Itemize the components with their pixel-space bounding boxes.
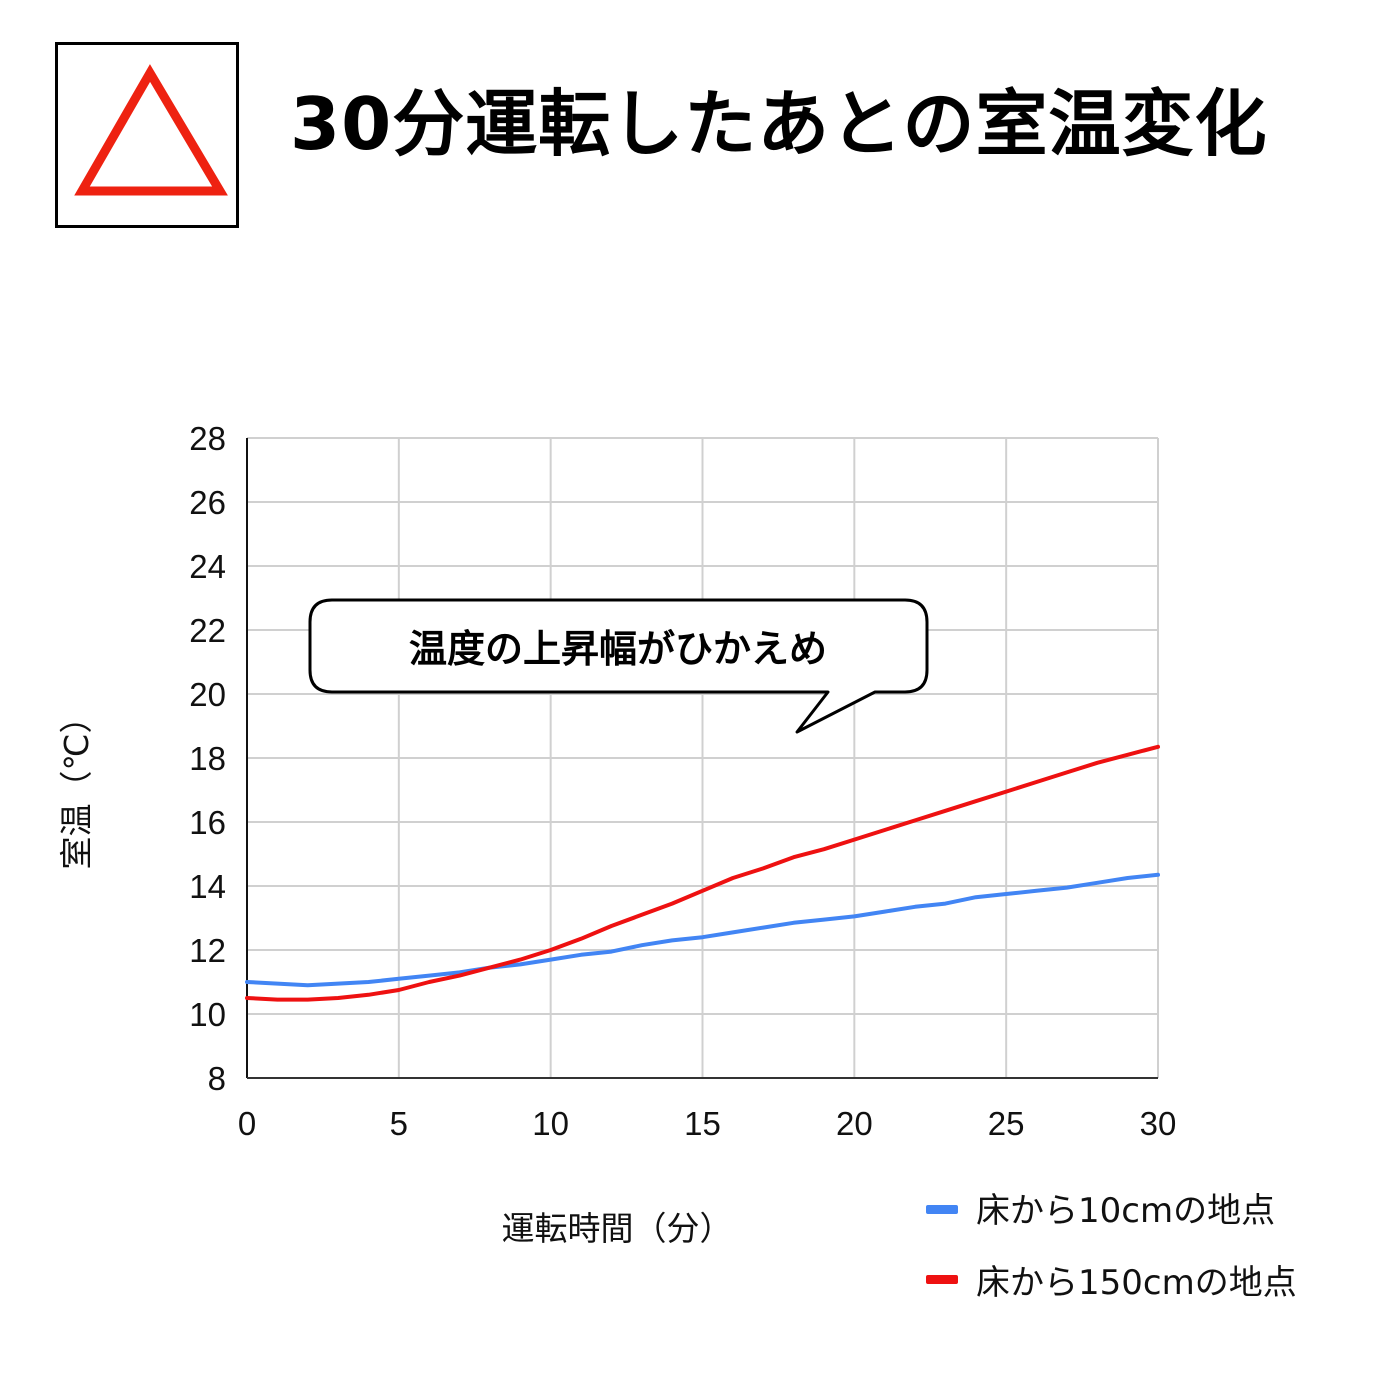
y-tick-label-20: 20 [189, 676, 226, 713]
y-tick-label-16: 16 [189, 804, 226, 841]
chart-legend: 床から10cmの地点 床から150cmの地点 [926, 1191, 1297, 1303]
annotation-bubble: 温度の上昇幅がひかえめ [308, 598, 929, 734]
series-line-10cm [245, 872, 1160, 988]
warning-triangle-icon [74, 64, 228, 196]
warning-badge [55, 42, 239, 228]
y-tick-label-14: 14 [189, 868, 226, 905]
legend-swatch-10cm [926, 1205, 958, 1214]
x-tick-label-10: 10 [532, 1105, 569, 1142]
y-tick-label-12: 12 [189, 932, 226, 969]
x-tick-label-5: 5 [390, 1105, 408, 1142]
x-tick-label-20: 20 [836, 1105, 873, 1142]
annotation-text: 温度の上昇幅がひかえめ [409, 627, 827, 671]
page-title: 30分運転したあとの室温変化 [290, 82, 1268, 166]
chart-series [245, 744, 1160, 1002]
x-axis-ticks: 0 5 10 15 20 25 30 [238, 1105, 1177, 1142]
y-tick-label-18: 18 [189, 740, 226, 777]
x-tick-label-30: 30 [1140, 1105, 1177, 1142]
legend-label-150cm: 床から150cmの地点 [976, 1263, 1297, 1303]
y-axis-label: 室温（℃） [57, 700, 96, 869]
x-axis-label: 運転時間（分） [502, 1209, 733, 1248]
y-axis-ticks: 8 10 12 14 16 18 20 22 24 26 28 [189, 420, 226, 1097]
series-line-150cm [245, 744, 1160, 1002]
legend-swatch-150cm [926, 1275, 958, 1284]
y-tick-label-26: 26 [189, 484, 226, 521]
y-tick-label-24: 24 [189, 548, 226, 585]
x-tick-label-15: 15 [684, 1105, 721, 1142]
chart-grid [246, 437, 1159, 1079]
y-tick-label-8: 8 [208, 1060, 226, 1097]
legend-label-10cm: 床から10cmの地点 [976, 1191, 1275, 1231]
x-tick-label-25: 25 [988, 1105, 1025, 1142]
x-tick-label-0: 0 [238, 1105, 256, 1142]
y-tick-label-28: 28 [189, 420, 226, 457]
y-tick-label-10: 10 [189, 996, 226, 1033]
y-tick-label-22: 22 [189, 612, 226, 649]
chart-axes [246, 438, 1158, 1079]
